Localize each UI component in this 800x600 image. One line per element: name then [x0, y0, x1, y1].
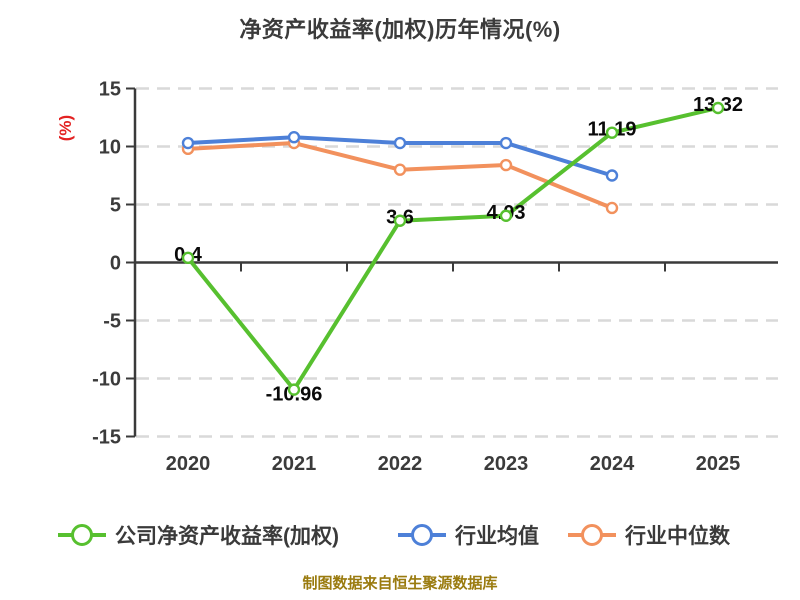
x-tick-label-2023: 2023 — [484, 453, 529, 475]
series-marker-company-roe-weighted-2025 — [711, 101, 725, 115]
y-tick-label-10: 10 — [99, 137, 121, 159]
series-marker-industry-average-2024 — [605, 169, 619, 182]
series-marker-company-roe-weighted-2020 — [181, 251, 195, 265]
series-marker-industry-median-2024 — [605, 201, 619, 215]
series-marker-industry-average-2021 — [287, 131, 301, 144]
series-marker-company-roe-weighted-2023 — [499, 209, 513, 222]
y-axis-unit-label: (%) — [56, 115, 75, 141]
legend-item-industry-average: 行业均值 — [398, 520, 539, 550]
series-marker-industry-average-2020 — [181, 136, 195, 150]
legend-item-industry-median: 行业中位数 — [568, 520, 730, 550]
series-marker-industry-average-2022 — [393, 136, 407, 150]
legend-label-industry-average: 行业均值 — [455, 525, 539, 548]
x-tick-label-2022: 2022 — [378, 453, 423, 475]
series-marker-company-roe-weighted-2024 — [605, 126, 619, 139]
series-marker-industry-median-2023 — [499, 158, 513, 172]
legend-item-company-roe: 公司净资产收益率(加权) — [58, 520, 339, 550]
x-tick-label-2025: 2025 — [696, 453, 741, 475]
y-tick-label-15: 15 — [99, 79, 121, 101]
legend-label-company-roe: 公司净资产收益率(加权) — [115, 525, 339, 548]
series-marker-industry-average-2023 — [499, 136, 513, 150]
series-line-company-roe-weighted — [186, 105, 720, 392]
chart-title: 净资产收益率(加权)历年情况(%) — [239, 17, 561, 42]
data-source-caption: 制图数据来自恒生聚源数据库 — [302, 575, 498, 592]
x-tick-label-2024: 2024 — [590, 453, 635, 475]
series-marker-company-roe-weighted-2022 — [393, 214, 407, 227]
legend-label-industry-median: 行业中位数 — [625, 525, 730, 548]
legend-marker-industry-median-icon — [568, 524, 616, 546]
x-tick-label-2020: 2020 — [166, 453, 211, 475]
y-tick-label-0: 0 — [110, 253, 121, 275]
x-tick-label-2021: 2021 — [272, 453, 317, 475]
series-marker-industry-median-2022 — [393, 163, 407, 176]
y-tick-label-5: 5 — [110, 195, 121, 217]
legend-marker-industry-average-icon — [398, 524, 446, 546]
series-marker-company-roe-weighted-2021 — [287, 383, 301, 396]
y-tick-label--5: -5 — [103, 311, 121, 333]
y-tick-label--15: -15 — [92, 427, 121, 449]
legend-marker-company-roe-icon — [58, 524, 106, 546]
y-tick-label--10: -10 — [92, 369, 121, 391]
